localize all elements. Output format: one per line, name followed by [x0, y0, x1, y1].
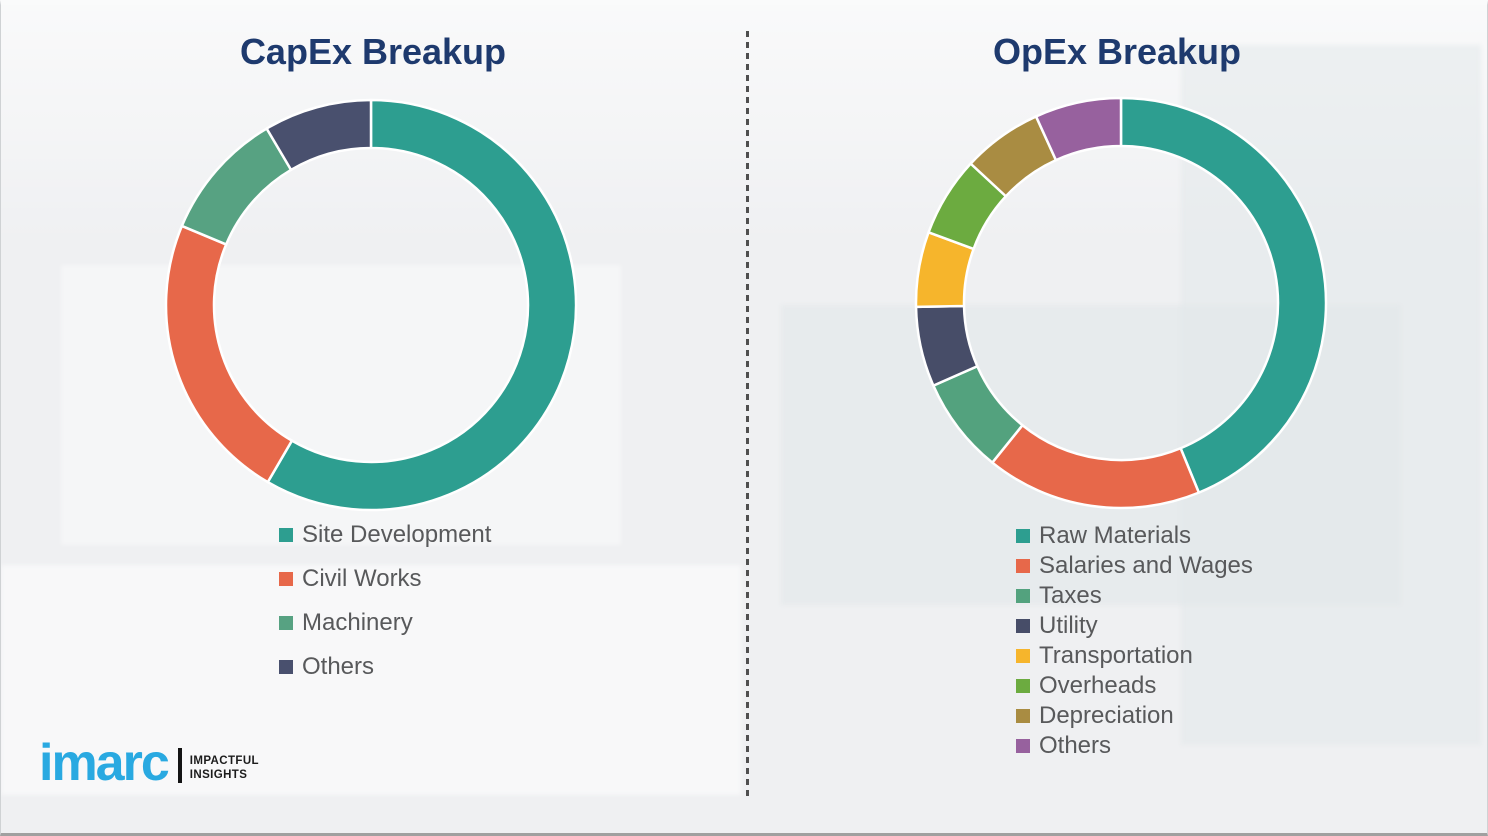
capex-segment-others [265, 98, 373, 172]
capex-segment-civil-works [164, 224, 294, 484]
legend-swatch [1016, 709, 1030, 723]
legend-item: Salaries and Wages [1016, 552, 1253, 580]
legend-swatch [1016, 649, 1030, 663]
opex-chart-title: OpEx Breakup [992, 31, 1242, 72]
capex-chart-title: CapEx Breakup [239, 31, 507, 72]
legend-label: Civil Works [302, 565, 422, 592]
capex-donut-chart [164, 98, 578, 512]
legend-swatch [1016, 679, 1030, 693]
opex-segment-salaries-and-wages [991, 423, 1201, 510]
opex-legend: Raw Materials Salaries and Wages Taxes Util… [1016, 522, 1253, 760]
legend-item: Others [279, 653, 491, 681]
legend-label: Depreciation [1039, 702, 1174, 729]
legend-label: Transportation [1039, 642, 1193, 669]
opex-donut-chart [914, 96, 1328, 510]
legend-swatch [279, 660, 293, 674]
capex-segment-machinery [180, 127, 293, 246]
legend-item: Overheads [1016, 672, 1253, 700]
legend-swatch [279, 616, 293, 630]
legend-label: Utility [1039, 612, 1098, 639]
legend-item: Civil Works [279, 565, 491, 593]
imarc-tagline: IMPACTFUL INSIGHTS [190, 754, 259, 788]
capex-segment-site-development [266, 98, 578, 512]
legend-item: Utility [1016, 612, 1253, 640]
legend-swatch [1016, 619, 1030, 633]
legend-label: Taxes [1039, 582, 1102, 609]
capex-chart-panel: CapEx Breakup Site Development Civil Work… [1, 5, 745, 833]
imarc-tagline-line2: INSIGHTS [189, 769, 248, 782]
legend-label: Raw Materials [1039, 522, 1192, 549]
legend-item: Site Development [279, 521, 491, 549]
legend-swatch [1016, 589, 1030, 603]
opex-segment-others [1034, 96, 1123, 162]
opex-chart-panel: OpEx Breakup Raw Materials Salaries and W… [745, 5, 1487, 833]
legend-label: Others [302, 653, 375, 680]
legend-swatch [1016, 739, 1030, 753]
legend-label: Overheads [1039, 672, 1157, 699]
capex-legend: Site Development Civil Works Machinery Othe… [279, 521, 491, 681]
legend-item: Raw Materials [1016, 522, 1253, 550]
legend-label: Others [1039, 732, 1112, 759]
legend-label: Site Development [302, 521, 492, 548]
legend-item: Transportation [1016, 642, 1253, 670]
legend-swatch [1016, 529, 1030, 543]
imarc-tagline-line1: IMPACTFUL [189, 755, 259, 768]
legend-label: Salaries and Wages [1039, 552, 1253, 579]
opex-segment-raw-materials [1119, 96, 1328, 494]
legend-swatch [279, 572, 293, 586]
legend-item: Others [1016, 732, 1253, 760]
legend-label: Machinery [302, 609, 413, 636]
legend-swatch [279, 528, 293, 542]
legend-swatch [1016, 559, 1030, 573]
imarc-wordmark: imarc [39, 734, 170, 792]
legend-item: Taxes [1016, 582, 1253, 610]
legend-item: Depreciation [1016, 702, 1253, 730]
imarc-logo: imarc IMPACTFUL INSIGHTS [39, 734, 259, 792]
vertical-dashed-divider [746, 31, 749, 797]
imarc-logo-divider-bar [177, 747, 182, 783]
legend-item: Machinery [279, 609, 491, 637]
